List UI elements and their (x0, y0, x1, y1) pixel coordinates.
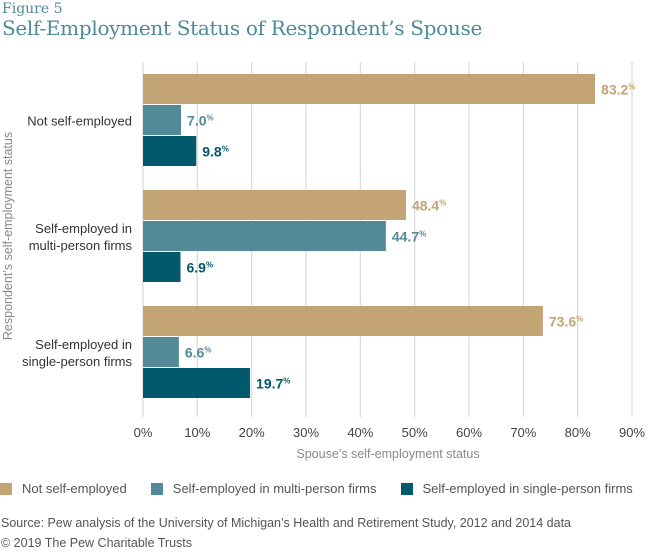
x-tick-label: 30% (293, 425, 319, 440)
y-axis-title: Respondent’s self-employment status (1, 132, 15, 340)
bar (143, 337, 179, 367)
x-tick-labels: 0% 10% 20% 30% 40% 50% 60% 70% 80% 90% (134, 425, 646, 440)
legend-label: Not self-employed (22, 481, 127, 496)
category-labels: Not self-employed Self-employed in multi-p… (22, 114, 132, 370)
bar (143, 252, 181, 282)
legend-label: Self-employed in single-person firms (422, 481, 633, 496)
legend-label: Self-employed in multi-person firms (172, 481, 377, 496)
x-tick-label: 40% (347, 425, 373, 440)
legend-swatch-single-person (400, 482, 413, 495)
bar (143, 368, 251, 398)
category-label: Self-employed in (35, 221, 132, 236)
category-label: single-person firms (22, 354, 132, 369)
value-labels: 83.2% 7.0% 9.8% 48.4% 44.7% 6.9% 73.6% 6.6% 19.7… (185, 82, 636, 392)
value-label: 19.7% (256, 376, 290, 392)
x-axis-title: Spouse’s self-employment status (296, 447, 479, 461)
bar (143, 221, 386, 251)
legend-item-not-self-employed: Not self-employed (0, 481, 127, 496)
legend-swatch-multi-person (150, 482, 163, 495)
value-label: 7.0% (187, 113, 214, 129)
x-tick-label: 20% (239, 425, 265, 440)
legend-item-multi-person: Self-employed in multi-person firms (150, 481, 377, 496)
value-label: 6.9% (186, 260, 213, 276)
category-label: Not self-employed (27, 114, 132, 129)
x-tick-label: 60% (456, 425, 482, 440)
bar (143, 136, 197, 166)
value-label: 73.6% (549, 314, 583, 330)
chart-title: Self-Employment Status of Respondent’s S… (2, 16, 483, 40)
value-label: 48.4% (412, 198, 446, 214)
category-label: multi-person firms (29, 238, 133, 253)
bar (143, 306, 543, 336)
x-tick-label: 10% (184, 425, 210, 440)
bar-chart: 83.2% 7.0% 9.8% 48.4% 44.7% 6.9% 73.6% 6.6% 19.7… (1, 62, 646, 461)
x-tick-label: 90% (619, 425, 645, 440)
legend-item-single-person: Self-employed in single-person firms (400, 481, 633, 496)
value-label: 9.8% (202, 144, 229, 160)
x-tick-label: 80% (565, 425, 591, 440)
value-label: 6.6% (185, 345, 212, 361)
x-tick-label: 0% (134, 425, 153, 440)
x-tick-label: 50% (402, 425, 428, 440)
figure-label: Figure 5 (2, 1, 63, 17)
x-tick-label: 70% (510, 425, 536, 440)
bar (143, 105, 182, 135)
source-note: Source: Pew analysis of the University o… (1, 516, 572, 530)
value-label: 44.7% (392, 229, 426, 245)
bar (143, 190, 406, 220)
value-label: 83.2% (601, 82, 635, 98)
copyright-note: © 2019 The Pew Charitable Trusts (1, 536, 193, 550)
category-label: Self-employed in (35, 337, 132, 352)
bar (143, 74, 596, 104)
bars (143, 74, 596, 398)
legend-swatch-not-self-employed (0, 482, 12, 495)
legend: Not self-employed Self-employed in multi… (0, 481, 650, 496)
